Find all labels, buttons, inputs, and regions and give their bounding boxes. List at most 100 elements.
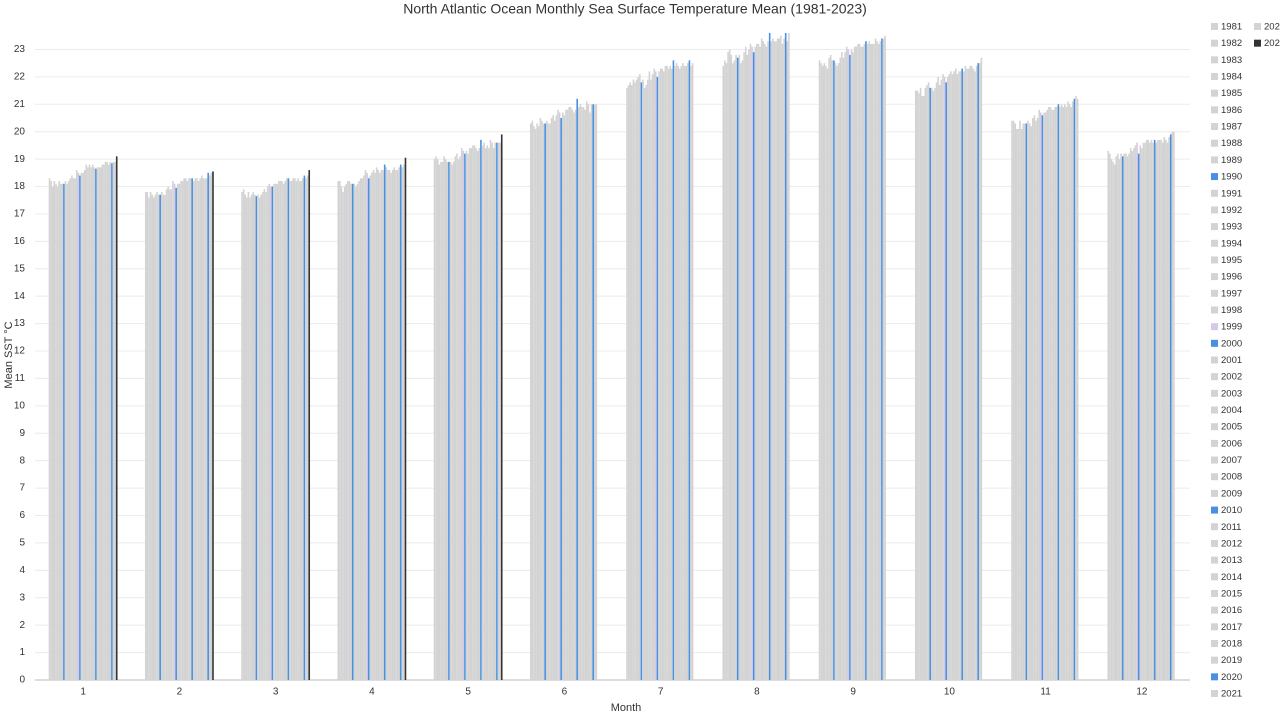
legend-label[interactable]: 2000 bbox=[1221, 338, 1242, 349]
legend-label[interactable]: 2013 bbox=[1221, 555, 1242, 566]
bar bbox=[249, 197, 251, 681]
legend-swatch[interactable] bbox=[1211, 123, 1218, 131]
bar bbox=[860, 46, 862, 680]
legend-swatch[interactable] bbox=[1211, 156, 1218, 164]
legend-swatch[interactable] bbox=[1211, 489, 1218, 497]
legend-swatch[interactable] bbox=[1211, 639, 1218, 647]
bar bbox=[377, 170, 380, 680]
legend-label[interactable]: 1996 bbox=[1221, 272, 1242, 283]
legend-label[interactable]: 1984 bbox=[1221, 72, 1242, 83]
legend-swatch[interactable] bbox=[1211, 89, 1218, 97]
legend-label[interactable]: 2002 bbox=[1221, 372, 1242, 383]
legend-label[interactable]: 2010 bbox=[1221, 505, 1242, 516]
legend-swatch[interactable] bbox=[1211, 289, 1218, 297]
bar bbox=[1169, 134, 1172, 680]
legend-swatch[interactable] bbox=[1211, 23, 1218, 30]
legend-label[interactable]: 1990 bbox=[1221, 172, 1242, 183]
legend-swatch[interactable] bbox=[1211, 223, 1218, 231]
legend-swatch[interactable] bbox=[1211, 139, 1218, 147]
legend-swatch[interactable] bbox=[1211, 656, 1218, 664]
legend-swatch[interactable] bbox=[1211, 356, 1218, 364]
legend-label[interactable]: 2012 bbox=[1221, 538, 1242, 549]
legend-label[interactable]: 2003 bbox=[1221, 388, 1242, 399]
bar bbox=[111, 163, 113, 680]
bar bbox=[845, 46, 848, 680]
bar bbox=[1068, 104, 1071, 680]
legend-swatch[interactable] bbox=[1211, 690, 1218, 697]
legend-swatch[interactable] bbox=[1211, 339, 1218, 347]
legend-label[interactable]: 1994 bbox=[1221, 238, 1242, 249]
legend-label[interactable]: 1992 bbox=[1221, 205, 1242, 216]
legend-swatch[interactable] bbox=[1254, 23, 1261, 30]
legend-label[interactable]: 1999 bbox=[1221, 322, 1242, 333]
legend-swatch[interactable] bbox=[1211, 423, 1218, 431]
legend-label[interactable]: 2016 bbox=[1221, 605, 1242, 616]
legend-label[interactable]: 2018 bbox=[1221, 638, 1242, 649]
legend-swatch[interactable] bbox=[1211, 606, 1218, 614]
legend-label[interactable]: 2007 bbox=[1221, 455, 1242, 466]
legend-swatch[interactable] bbox=[1211, 589, 1218, 597]
legend-swatch[interactable] bbox=[1211, 439, 1218, 447]
legend-swatch[interactable] bbox=[1211, 673, 1218, 681]
legend-swatch[interactable] bbox=[1254, 39, 1261, 47]
legend-label[interactable]: 2021 bbox=[1221, 689, 1242, 700]
legend-swatch[interactable] bbox=[1211, 189, 1218, 197]
legend-swatch[interactable] bbox=[1211, 173, 1218, 181]
legend-label[interactable]: 1998 bbox=[1221, 305, 1242, 316]
legend-label[interactable]: 2023 bbox=[1264, 38, 1280, 49]
legend-swatch[interactable] bbox=[1211, 456, 1218, 464]
legend-label[interactable]: 2001 bbox=[1221, 355, 1242, 366]
legend-swatch[interactable] bbox=[1211, 373, 1218, 381]
legend-label[interactable]: 1981 bbox=[1221, 22, 1242, 33]
bar bbox=[972, 68, 975, 680]
legend-swatch[interactable] bbox=[1211, 523, 1218, 531]
legend-label[interactable]: 1997 bbox=[1221, 288, 1242, 299]
legend-label[interactable]: 2006 bbox=[1221, 438, 1242, 449]
legend-swatch[interactable] bbox=[1211, 573, 1218, 581]
legend-label[interactable]: 2015 bbox=[1221, 588, 1242, 599]
legend-label[interactable]: 2009 bbox=[1221, 488, 1242, 499]
bar bbox=[561, 112, 564, 681]
legend-swatch[interactable] bbox=[1211, 406, 1218, 414]
legend-label[interactable]: 2008 bbox=[1221, 472, 1242, 483]
bar bbox=[80, 172, 83, 680]
legend-label[interactable]: 2014 bbox=[1221, 572, 1242, 583]
legend-swatch[interactable] bbox=[1211, 56, 1218, 64]
legend-label[interactable]: 2017 bbox=[1221, 622, 1242, 633]
legend-swatch[interactable] bbox=[1211, 539, 1218, 547]
legend-swatch[interactable] bbox=[1211, 389, 1218, 397]
legend-swatch[interactable] bbox=[1211, 106, 1218, 114]
legend-swatch[interactable] bbox=[1211, 323, 1218, 331]
legend-label[interactable]: 2005 bbox=[1221, 422, 1242, 433]
legend-label[interactable]: 1993 bbox=[1221, 222, 1242, 233]
legend-label[interactable]: 2019 bbox=[1221, 655, 1242, 666]
legend-swatch[interactable] bbox=[1211, 206, 1218, 214]
legend-label[interactable]: 1983 bbox=[1221, 55, 1242, 66]
legend-swatch[interactable] bbox=[1211, 256, 1218, 264]
bar bbox=[204, 178, 206, 680]
legend-swatch[interactable] bbox=[1211, 306, 1218, 314]
legend-label[interactable]: 1986 bbox=[1221, 105, 1242, 116]
legend-label[interactable]: 1985 bbox=[1221, 88, 1242, 99]
legend-swatch[interactable] bbox=[1211, 273, 1218, 281]
bar bbox=[258, 197, 261, 681]
legend-label[interactable]: 1989 bbox=[1221, 155, 1242, 166]
legend-swatch[interactable] bbox=[1211, 473, 1218, 481]
legend-label[interactable]: 1982 bbox=[1221, 38, 1242, 49]
legend-swatch[interactable] bbox=[1211, 39, 1218, 47]
bar bbox=[399, 164, 402, 681]
legend-label[interactable]: 2004 bbox=[1221, 405, 1242, 416]
legend-label[interactable]: 1987 bbox=[1221, 122, 1242, 133]
legend-label[interactable]: 2011 bbox=[1221, 522, 1241, 533]
bar bbox=[1131, 150, 1134, 680]
legend-swatch[interactable] bbox=[1211, 239, 1218, 247]
legend-label[interactable]: 2020 bbox=[1221, 672, 1242, 683]
legend-label[interactable]: 1995 bbox=[1221, 255, 1242, 266]
legend-swatch[interactable] bbox=[1211, 623, 1218, 631]
legend-swatch[interactable] bbox=[1211, 556, 1218, 564]
legend-swatch[interactable] bbox=[1211, 73, 1218, 81]
legend-label[interactable]: 1988 bbox=[1221, 138, 1242, 149]
legend-label[interactable]: 1991 bbox=[1221, 188, 1242, 199]
legend-swatch[interactable] bbox=[1211, 506, 1218, 514]
